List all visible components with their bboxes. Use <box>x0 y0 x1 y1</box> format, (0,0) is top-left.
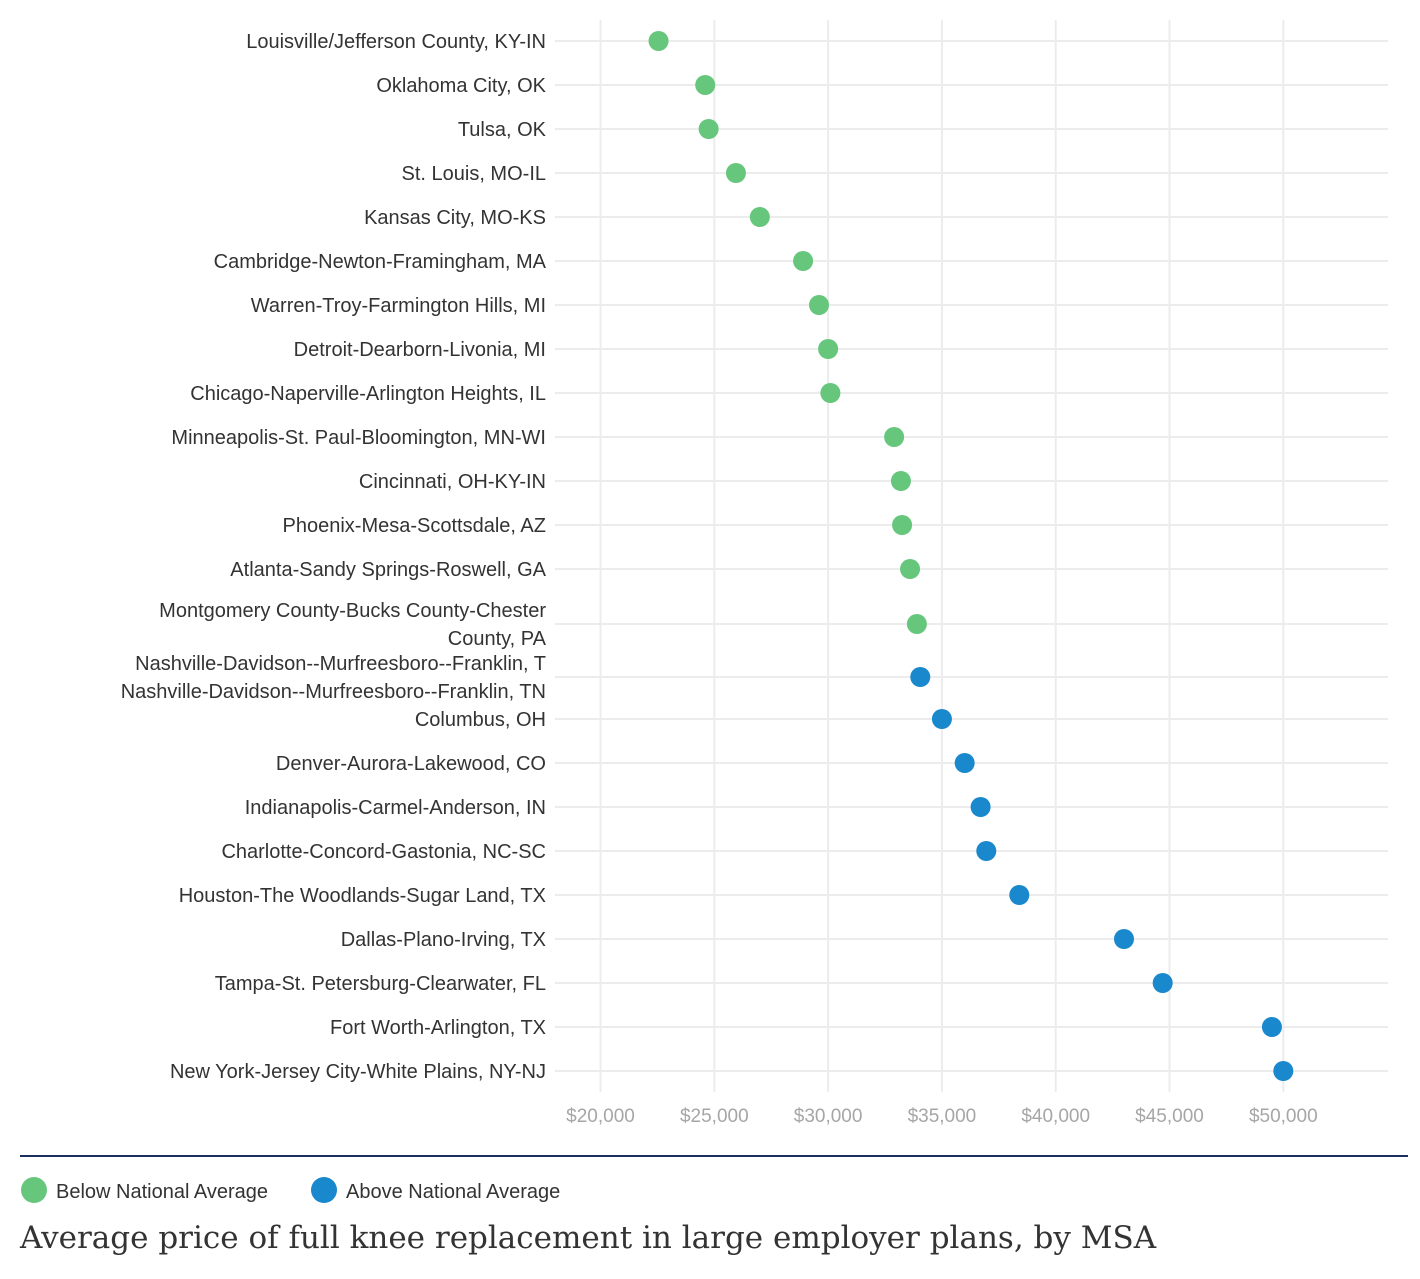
data-point <box>1261 1017 1282 1037</box>
data-point <box>954 753 975 773</box>
category-label: Dallas-Plano-Irving, TX <box>341 929 546 951</box>
data-point <box>892 515 913 535</box>
data-point <box>976 841 997 861</box>
category-label: Tulsa, OK <box>458 119 547 141</box>
category-label: Indianapolis-Carmel-Anderson, IN <box>245 797 546 819</box>
legend: Below National Average Above National Av… <box>21 1177 560 1203</box>
gridlines <box>555 20 1388 1092</box>
category-label: Cincinnati, OH-KY-IN <box>359 471 546 493</box>
category-label: Nashville-Davidson--Murfreesboro--Frankl… <box>121 653 546 703</box>
data-point <box>1113 929 1134 949</box>
category-label: Denver-Aurora-Lakewood, CO <box>276 753 546 775</box>
x-tick-label: $30,000 <box>794 1106 863 1127</box>
x-tick-label: $50,000 <box>1249 1106 1318 1127</box>
category-label: Tampa-St. Petersburg-Clearwater, FL <box>215 973 546 995</box>
category-label: St. Louis, MO-IL <box>402 163 547 185</box>
data-point <box>698 119 719 139</box>
category-label: Detroit-Dearborn-Livonia, MI <box>294 339 546 361</box>
legend-label-below: Below National Average <box>56 1181 268 1203</box>
data-point <box>900 559 921 579</box>
x-tick-label: $45,000 <box>1135 1106 1204 1127</box>
data-point <box>793 251 814 271</box>
data-point <box>1273 1061 1294 1081</box>
category-label: Oklahoma City, OK <box>376 75 546 97</box>
category-label: Phoenix-Mesa-Scottsdale, AZ <box>283 515 546 537</box>
data-point <box>1152 973 1173 993</box>
data-point <box>820 383 841 403</box>
data-point <box>749 207 770 227</box>
data-point <box>1009 885 1030 905</box>
x-tick-label: $20,000 <box>566 1106 635 1127</box>
data-point <box>910 667 931 687</box>
x-axis-ticks: $20,000 $25,000 $30,000 $35,000 $40,000 $45,0… <box>566 1106 1317 1127</box>
category-label: Charlotte-Concord-Gastonia, NC-SC <box>221 841 546 863</box>
data-point <box>931 709 952 729</box>
data-point <box>648 31 669 51</box>
data-point <box>884 427 905 447</box>
data-point <box>906 614 927 634</box>
category-label: Atlanta-Sandy Springs-Roswell, GA <box>230 559 546 581</box>
chart-title: Average price of full knee replacement i… <box>19 1220 1157 1256</box>
legend-swatch-below <box>21 1177 47 1203</box>
data-points <box>648 31 1294 1081</box>
x-tick-label: $25,000 <box>680 1106 749 1127</box>
data-point <box>970 797 991 817</box>
category-labels: Louisville/Jefferson County, KY-IN Oklaho… <box>121 31 547 1083</box>
category-label: Houston-The Woodlands-Sugar Land, TX <box>179 885 546 907</box>
category-label: Fort Worth-Arlington, TX <box>330 1017 546 1039</box>
category-label: New York-Jersey City-White Plains, NY-NJ <box>170 1061 546 1083</box>
data-point <box>818 339 839 359</box>
category-label: Warren-Troy-Farmington Hills, MI <box>251 295 546 317</box>
category-label: Chicago-Naperville-Arlington Heights, IL <box>190 383 546 405</box>
category-label: Louisville/Jefferson County, KY-IN <box>246 31 546 53</box>
data-point <box>809 295 830 315</box>
category-label: Minneapolis-St. Paul-Bloomington, MN-WI <box>171 427 546 449</box>
x-tick-label: $40,000 <box>1021 1106 1090 1127</box>
legend-swatch-above <box>311 1177 337 1203</box>
data-point <box>725 163 746 183</box>
x-tick-label: $35,000 <box>908 1106 977 1127</box>
category-label: Montgomery County-Bucks County-Chester Co… <box>159 600 546 650</box>
data-point <box>695 75 716 95</box>
data-point <box>890 471 911 491</box>
category-label: Kansas City, MO-KS <box>364 207 546 229</box>
category-label: Cambridge-Newton-Framingham, MA <box>214 251 547 273</box>
category-label: Columbus, OH <box>415 709 546 731</box>
legend-label-above: Above National Average <box>346 1181 560 1203</box>
